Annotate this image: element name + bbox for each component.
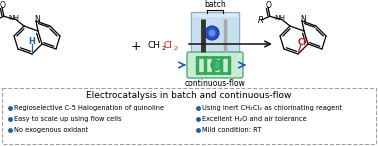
Text: Regioselective C-5 Halogenation of quinoline: Regioselective C-5 Halogenation of quino… [14, 105, 164, 111]
FancyBboxPatch shape [187, 52, 243, 78]
Text: Mild condition: RT: Mild condition: RT [202, 127, 261, 133]
FancyBboxPatch shape [192, 17, 238, 51]
Text: 2: 2 [174, 46, 178, 51]
Text: N: N [300, 14, 306, 24]
Circle shape [209, 29, 215, 36]
Text: Electrocatalysis in batch and continuous-flow: Electrocatalysis in batch and continuous… [86, 92, 292, 100]
Text: O: O [265, 1, 271, 10]
Text: Cl: Cl [164, 41, 173, 51]
Text: +: + [131, 40, 141, 53]
Text: H: H [29, 38, 36, 46]
Text: batch: batch [204, 0, 226, 9]
Text: O: O [0, 1, 5, 10]
Circle shape [205, 26, 219, 40]
Text: NH: NH [274, 15, 285, 21]
FancyBboxPatch shape [2, 88, 376, 144]
Text: R: R [258, 16, 263, 25]
Text: N: N [34, 14, 40, 24]
Text: Using inert CH₂Cl₂ as chlorinating reagent: Using inert CH₂Cl₂ as chlorinating reage… [202, 105, 342, 111]
Text: Cl: Cl [297, 38, 307, 47]
FancyBboxPatch shape [191, 12, 239, 55]
Text: No exogenous oxidant: No exogenous oxidant [14, 127, 88, 133]
Text: NH: NH [8, 15, 19, 21]
Text: Easy to scale up using flow cells: Easy to scale up using flow cells [14, 116, 121, 122]
Text: 2: 2 [161, 46, 165, 51]
Text: continuous-flow: continuous-flow [184, 79, 245, 88]
Text: Excellent H₂O and air tolerance: Excellent H₂O and air tolerance [202, 116, 307, 122]
Circle shape [211, 60, 221, 70]
Text: CH: CH [148, 41, 161, 51]
